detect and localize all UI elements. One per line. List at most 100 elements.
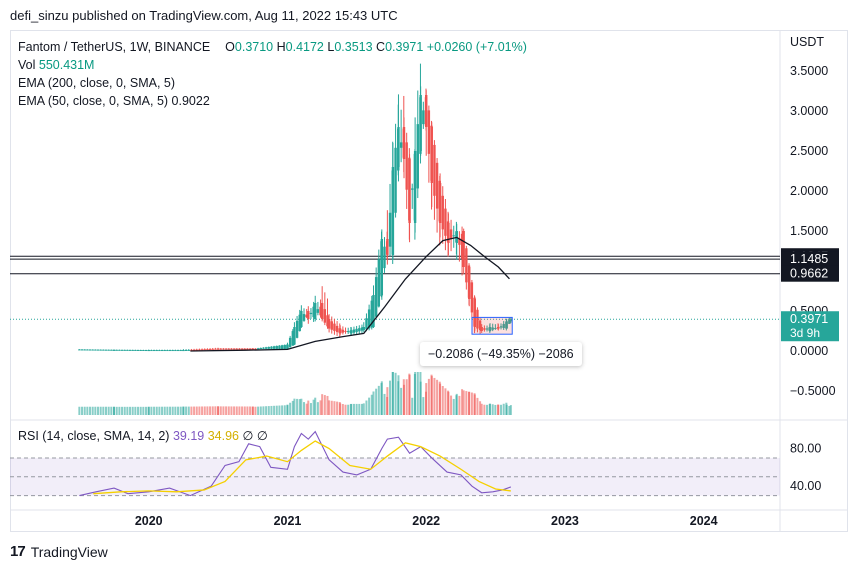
tradingview-logo-icon[interactable]: 17 [10, 543, 26, 560]
measure-box [471, 316, 513, 335]
candle-body [288, 337, 292, 348]
candle-body [86, 349, 89, 351]
open-label: O [225, 40, 235, 54]
volume-bar [344, 404, 347, 415]
candle-body [430, 127, 433, 183]
ema50-label[interactable]: EMA (50, close, 0, SMA, 5) [18, 94, 169, 108]
volume-bar [238, 406, 241, 415]
candle-body [300, 311, 303, 327]
vol-label: Vol [18, 58, 36, 72]
candle-body [370, 300, 373, 328]
candle-body [179, 350, 182, 352]
candle-body [333, 323, 336, 331]
candle-body [216, 348, 220, 350]
candle-body [372, 295, 375, 327]
candle-body [238, 348, 241, 350]
volume-bar [441, 386, 444, 415]
volume-bar [161, 406, 164, 415]
volume-bar [113, 406, 116, 415]
candle-body [485, 328, 489, 330]
last-price-label: 0.3971 [790, 312, 828, 326]
candle-body [494, 328, 497, 330]
volume-bar [298, 399, 301, 415]
volume-bar [347, 404, 350, 415]
price-tick-label: 3.0000 [790, 104, 828, 118]
volume-bar [201, 406, 204, 415]
volume-bar [455, 393, 458, 415]
volume-bar [233, 406, 236, 415]
candle-body [286, 344, 289, 349]
candle-body [264, 347, 268, 349]
candle-body [195, 349, 198, 351]
level-label-box [781, 251, 839, 268]
volume-bar [219, 406, 222, 415]
level-label: 0.9662 [790, 267, 828, 281]
volume-bar [368, 397, 371, 415]
candle-body [243, 348, 246, 350]
volume-bar [254, 406, 257, 415]
close-value: 0.3971 [385, 40, 424, 54]
volume-bar [94, 406, 97, 415]
chart-frame [10, 30, 848, 532]
ema200-label[interactable]: EMA (200, close, 0, SMA, 5) [18, 76, 176, 90]
candle-body [88, 349, 92, 351]
measure-tooltip: −0.2086 (−49.35%) −2086 [420, 342, 582, 366]
candle-body [309, 312, 313, 315]
candle-body [365, 318, 368, 330]
candle-body [374, 277, 378, 317]
candle-body [460, 233, 464, 259]
candle-body [478, 320, 482, 331]
volume-bar [286, 404, 289, 415]
candle-body [319, 306, 322, 316]
volume-bar [497, 404, 500, 415]
candle-body [433, 144, 436, 196]
volume-bar [187, 406, 190, 415]
volume-bar [195, 406, 198, 415]
candle-body [508, 319, 511, 324]
footer-brand[interactable]: TradingView [30, 543, 108, 560]
volume-bar [131, 406, 134, 415]
rsi-legend: RSI (14, close, SMA, 14, 2) 39.19 34.96 … [18, 428, 268, 443]
candle-body [259, 347, 262, 349]
candle-body [293, 327, 296, 345]
candle-body [163, 350, 166, 352]
candle-body [219, 348, 222, 350]
candle-body [107, 349, 110, 351]
candle-body [383, 246, 386, 269]
rsi-extra-1: ∅ [242, 429, 254, 443]
candle-body [256, 348, 260, 350]
candle-body [222, 348, 225, 350]
candle-body [184, 349, 188, 351]
candle-body [267, 346, 270, 349]
volume-bar [293, 398, 296, 415]
volume-bar [174, 406, 177, 415]
candle-body [120, 349, 124, 351]
candle-body [338, 328, 342, 334]
rsi-label[interactable]: RSI (14, close, SMA, 14, 2) [18, 429, 170, 443]
volume-bar [177, 406, 180, 415]
candle-body [155, 350, 158, 352]
volume-bar [403, 384, 406, 415]
candle-body [465, 248, 468, 283]
candle-body [104, 349, 108, 351]
price-tick-label: 2.5000 [790, 144, 828, 158]
volume-bar [397, 375, 400, 415]
volume-bar [102, 406, 105, 415]
volume-bar [480, 403, 483, 415]
candle-body [438, 183, 442, 223]
volume-bar [251, 406, 254, 415]
volume-bar [375, 388, 378, 415]
volume-bar [270, 405, 273, 415]
candle-body [230, 348, 233, 350]
volume-bar [314, 397, 317, 415]
volume-bar [339, 403, 342, 415]
candle-body [152, 350, 156, 352]
candle-body [488, 327, 492, 331]
volume-bar [139, 406, 142, 415]
symbol-label[interactable]: Fantom / TetherUS, 1W, BINANCE [18, 40, 211, 54]
volume-bar [312, 399, 315, 415]
volume-bar [99, 406, 102, 415]
publisher-line: defi_sinzu published on TradingView.com,… [10, 8, 398, 23]
candle-body [425, 95, 428, 127]
